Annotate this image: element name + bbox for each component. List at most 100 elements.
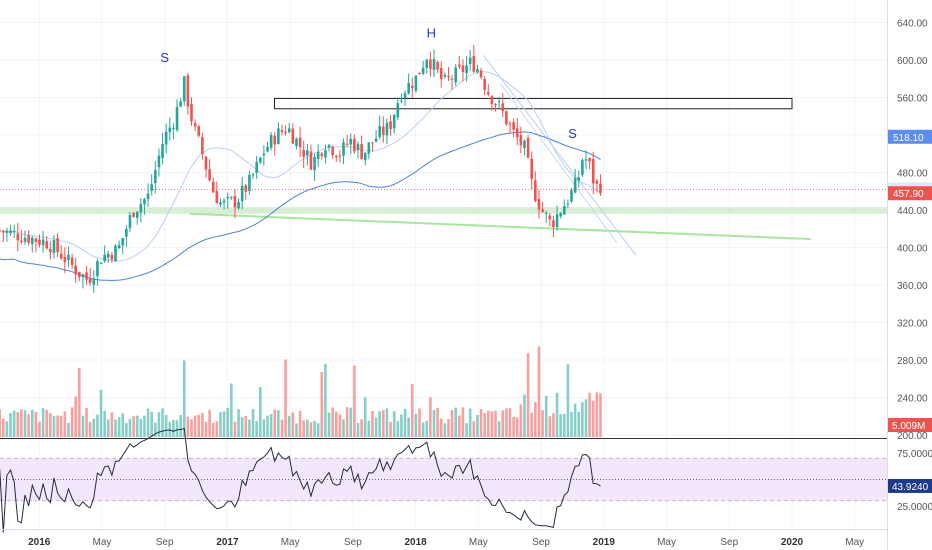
- candle-body[interactable]: [74, 265, 77, 275]
- candle-body[interactable]: [179, 101, 182, 107]
- candle-body[interactable]: [584, 159, 588, 161]
- candle-body[interactable]: [182, 76, 186, 102]
- candle-body[interactable]: [125, 228, 128, 237]
- candle-body[interactable]: [432, 59, 436, 70]
- candle-body[interactable]: [599, 183, 602, 194]
- candle-body[interactable]: [327, 144, 331, 148]
- candle-body[interactable]: [248, 174, 251, 192]
- candle-body[interactable]: [382, 126, 385, 135]
- candle-body[interactable]: [324, 150, 327, 158]
- candle-body[interactable]: [262, 153, 266, 156]
- candle-body[interactable]: [2, 230, 5, 233]
- trend-line-down-1[interactable]: [482, 55, 637, 256]
- candle-body[interactable]: [595, 180, 599, 184]
- candle-body[interactable]: [414, 75, 418, 91]
- candle-body[interactable]: [38, 239, 41, 245]
- candle-body[interactable]: [211, 181, 215, 193]
- candle-body[interactable]: [59, 253, 63, 259]
- candle-body[interactable]: [121, 238, 125, 246]
- candle-body[interactable]: [9, 230, 12, 234]
- candle-body[interactable]: [508, 123, 512, 125]
- candle-body[interactable]: [472, 56, 476, 72]
- candle-body[interactable]: [494, 103, 497, 105]
- candle-body[interactable]: [175, 106, 179, 131]
- candle-body[interactable]: [541, 209, 544, 212]
- candle-body[interactable]: [49, 248, 52, 253]
- candle-body[interactable]: [41, 239, 45, 246]
- candle-body[interactable]: [313, 157, 316, 171]
- candle-body[interactable]: [150, 184, 153, 191]
- candle-body[interactable]: [291, 128, 295, 144]
- candle-body[interactable]: [447, 75, 450, 78]
- candle-body[interactable]: [360, 144, 363, 160]
- candle-body[interactable]: [106, 253, 110, 258]
- candle-body[interactable]: [266, 146, 269, 152]
- candle-body[interactable]: [233, 195, 237, 208]
- candle-body[interactable]: [410, 85, 414, 89]
- candle-body[interactable]: [208, 169, 211, 181]
- candle-body[interactable]: [483, 79, 486, 90]
- candle-body[interactable]: [349, 138, 353, 145]
- candle-body[interactable]: [128, 215, 132, 229]
- candle-body[interactable]: [30, 237, 34, 244]
- candle-body[interactable]: [331, 146, 334, 156]
- candle-body[interactable]: [255, 161, 258, 173]
- candle-body[interactable]: [81, 274, 85, 278]
- candle-body[interactable]: [552, 220, 555, 228]
- candle-body[interactable]: [515, 128, 519, 138]
- candle-body[interactable]: [5, 230, 9, 233]
- candle-body[interactable]: [190, 104, 193, 122]
- candle-body[interactable]: [88, 278, 92, 284]
- candle-body[interactable]: [302, 149, 306, 157]
- candle-body[interactable]: [577, 177, 581, 181]
- candle-body[interactable]: [135, 211, 139, 218]
- candle-body[interactable]: [367, 142, 371, 154]
- candle-body[interactable]: [146, 193, 150, 200]
- candle-body[interactable]: [143, 199, 146, 205]
- candle-body[interactable]: [226, 196, 229, 199]
- candle-body[interactable]: [392, 114, 396, 129]
- candle-body[interactable]: [96, 261, 99, 277]
- candle-body[interactable]: [56, 238, 59, 253]
- candle-body[interactable]: [548, 215, 552, 220]
- candle-body[interactable]: [316, 151, 320, 160]
- candle-body[interactable]: [523, 140, 526, 149]
- candle-body[interactable]: [114, 245, 117, 262]
- candle-body[interactable]: [378, 125, 382, 137]
- candle-body[interactable]: [396, 103, 400, 118]
- candle-body[interactable]: [70, 257, 74, 265]
- candle-body[interactable]: [537, 198, 541, 210]
- candle-body[interactable]: [273, 135, 277, 145]
- pattern-label-h[interactable]: H: [427, 26, 436, 41]
- candle-body[interactable]: [27, 235, 30, 244]
- candle-body[interactable]: [186, 75, 190, 107]
- candle-body[interactable]: [497, 101, 501, 103]
- candle-body[interactable]: [117, 245, 121, 249]
- candle-body[interactable]: [277, 128, 280, 144]
- candle-body[interactable]: [505, 111, 508, 125]
- candle-body[interactable]: [85, 272, 88, 280]
- candle-body[interactable]: [197, 126, 201, 136]
- candle-body[interactable]: [110, 254, 114, 260]
- candle-body[interactable]: [486, 92, 490, 95]
- candle-body[interactable]: [280, 130, 284, 132]
- candle-body[interactable]: [240, 185, 244, 202]
- candle-body[interactable]: [443, 74, 447, 77]
- candle-body[interactable]: [67, 254, 70, 261]
- candle-body[interactable]: [204, 156, 208, 170]
- candle-body[interactable]: [490, 96, 494, 105]
- candle-body[interactable]: [237, 201, 240, 209]
- candle-body[interactable]: [193, 123, 197, 127]
- candle-body[interactable]: [132, 212, 135, 217]
- candle-body[interactable]: [12, 231, 16, 233]
- candle-body[interactable]: [534, 180, 537, 201]
- candle-body[interactable]: [570, 190, 573, 202]
- candle-body[interactable]: [468, 57, 472, 64]
- candle-body[interactable]: [215, 191, 219, 204]
- candle-body[interactable]: [573, 178, 577, 193]
- candle-body[interactable]: [439, 67, 443, 79]
- candle-body[interactable]: [450, 78, 454, 80]
- resistance-box[interactable]: [273, 97, 793, 110]
- candle-body[interactable]: [168, 127, 172, 133]
- candle-body[interactable]: [389, 121, 392, 130]
